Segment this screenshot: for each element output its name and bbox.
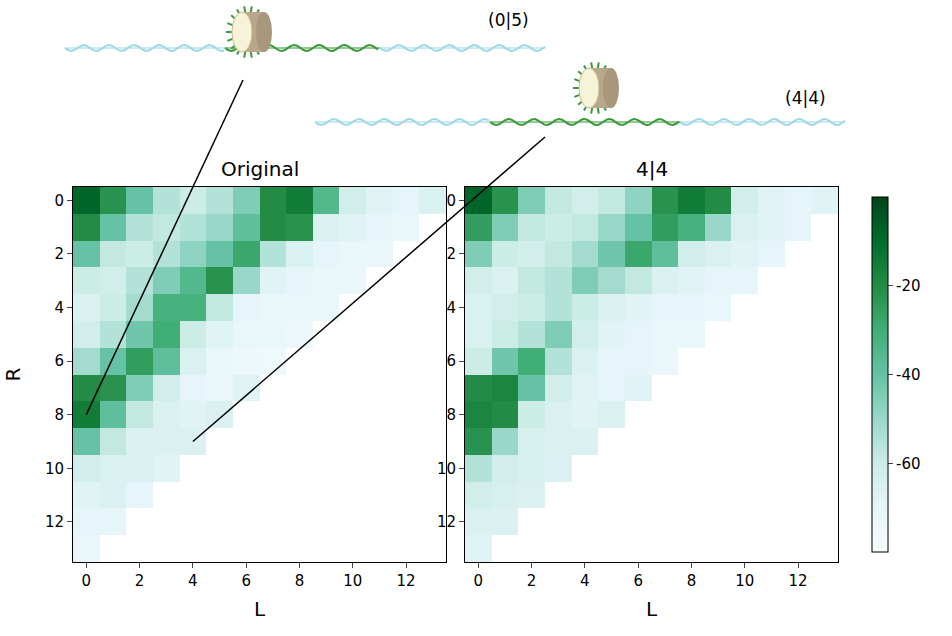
svg-text:0: 0 (54, 192, 64, 210)
svg-text:2: 2 (54, 245, 64, 263)
svg-text:4: 4 (54, 299, 64, 317)
svg-text:0: 0 (446, 192, 456, 210)
svg-text:-60: -60 (896, 455, 921, 473)
svg-text:-20: -20 (896, 277, 921, 295)
svg-text:6: 6 (633, 572, 643, 590)
svg-text:2: 2 (135, 572, 145, 590)
svg-text:10: 10 (437, 460, 456, 478)
svg-text:2: 2 (527, 572, 537, 590)
svg-text:12: 12 (788, 572, 807, 590)
svg-text:2: 2 (446, 245, 456, 263)
svg-text:8: 8 (295, 572, 305, 590)
svg-text:R: R (1, 367, 25, 381)
svg-text:0: 0 (82, 572, 92, 590)
svg-text:12: 12 (437, 513, 456, 531)
svg-text:4: 4 (446, 299, 456, 317)
svg-text:4: 4 (580, 572, 590, 590)
svg-text:6: 6 (54, 352, 64, 370)
svg-text:-40: -40 (896, 366, 921, 384)
svg-text:6: 6 (241, 572, 251, 590)
svg-text:8: 8 (687, 572, 697, 590)
svg-text:(0|5): (0|5) (488, 10, 529, 30)
svg-text:0: 0 (474, 572, 484, 590)
svg-text:12: 12 (45, 513, 64, 531)
svg-text:10: 10 (45, 460, 64, 478)
svg-text:6: 6 (446, 352, 456, 370)
svg-text:8: 8 (54, 406, 64, 424)
svg-text:(4|4): (4|4) (785, 88, 826, 108)
svg-text:4: 4 (188, 572, 198, 590)
svg-text:10: 10 (343, 572, 362, 590)
svg-text:10: 10 (735, 572, 754, 590)
svg-text:Original: Original (221, 157, 299, 181)
svg-text:4|4: 4|4 (636, 157, 668, 181)
svg-text:L: L (254, 597, 266, 621)
svg-text:8: 8 (446, 406, 456, 424)
svg-text:L: L (646, 597, 658, 621)
svg-text:12: 12 (396, 572, 415, 590)
